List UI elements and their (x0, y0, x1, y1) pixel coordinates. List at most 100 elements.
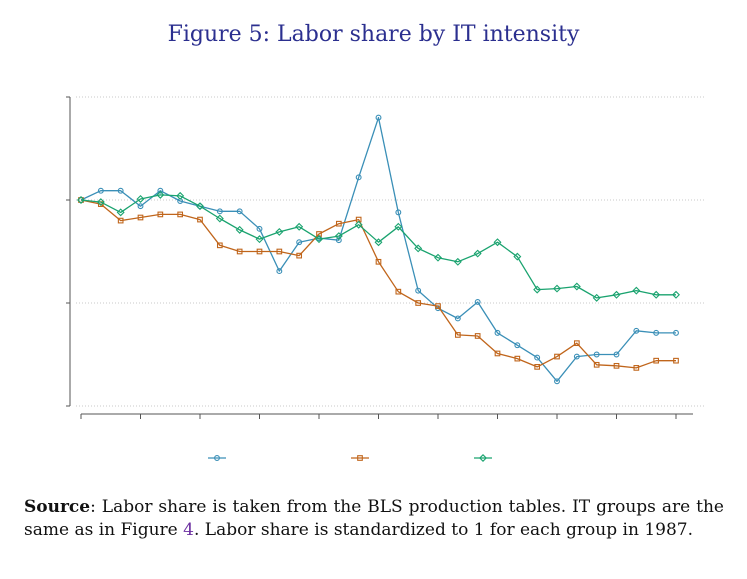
data-point (235, 225, 244, 234)
data-point (632, 286, 641, 295)
data-point (534, 364, 541, 370)
data-point (375, 258, 382, 265)
data-point (454, 315, 461, 322)
figure-reference-link[interactable]: 4 (183, 520, 194, 540)
source-label: Source (24, 497, 91, 517)
data-point (335, 237, 342, 244)
data-point (276, 248, 283, 255)
data-point (157, 211, 164, 218)
data-point (197, 203, 203, 210)
data-point (334, 232, 343, 241)
data-point (117, 217, 124, 224)
data-point (473, 249, 482, 258)
data-point (494, 329, 501, 336)
series-line (80, 116, 676, 382)
data-point (255, 235, 264, 244)
data-point (673, 329, 679, 336)
data-point (77, 196, 85, 204)
series-line (80, 199, 676, 369)
data-point (653, 329, 660, 336)
data-point (116, 208, 125, 217)
data-point (613, 351, 620, 358)
data-point (375, 114, 382, 121)
data-point (415, 287, 422, 294)
series-2 (78, 197, 679, 371)
data-point (215, 214, 224, 223)
source-note: Source: Labor share is taken from the BL… (24, 496, 724, 542)
data-point (395, 288, 402, 295)
data-point (573, 340, 580, 347)
data-point (137, 214, 144, 221)
legend (208, 454, 492, 462)
data-point (137, 203, 144, 210)
data-point (554, 353, 560, 360)
data-point (156, 190, 165, 199)
data-point (453, 257, 462, 266)
data-point (534, 354, 541, 361)
data-point (593, 361, 600, 368)
data-point (612, 290, 621, 299)
data-point (494, 350, 501, 357)
data-point (573, 353, 580, 360)
data-point (394, 222, 403, 231)
data-point (315, 235, 323, 244)
data-point (96, 198, 105, 207)
legend-item-3 (474, 454, 492, 462)
data-point (374, 238, 383, 247)
data-point (653, 357, 660, 364)
data-point (136, 194, 145, 203)
data-point (493, 238, 502, 247)
data-point (216, 242, 223, 249)
data-point (454, 332, 461, 338)
source-text-after: . Labor share is standardized to 1 for e… (193, 520, 693, 540)
data-point (214, 455, 220, 461)
data-point (553, 284, 561, 293)
data-point (415, 300, 422, 306)
data-point (572, 282, 581, 291)
series-1 (78, 114, 679, 385)
data-point (357, 455, 363, 461)
data-point (256, 225, 263, 232)
data-point (177, 211, 184, 218)
data-point (236, 248, 243, 255)
data-point (652, 290, 661, 299)
data-point (296, 239, 303, 246)
data-point (435, 303, 441, 309)
data-point (633, 365, 640, 371)
axes (66, 96, 693, 419)
data-point (533, 285, 542, 294)
data-point (613, 362, 620, 369)
data-point (479, 454, 487, 462)
data-point (474, 299, 481, 305)
data-point (197, 216, 203, 223)
data-point (236, 208, 243, 215)
data-point (355, 174, 362, 181)
data-point (335, 220, 342, 227)
data-point (554, 378, 560, 385)
data-point (176, 191, 185, 200)
data-point (434, 253, 442, 262)
data-point (275, 227, 284, 236)
data-point (414, 244, 423, 253)
legend-item-2 (351, 455, 369, 461)
data-point (276, 268, 283, 275)
data-point (256, 248, 263, 255)
legend-item-1 (208, 455, 226, 461)
line-chart (66, 96, 705, 462)
data-point (354, 220, 363, 229)
data-point (592, 293, 601, 302)
data-point (296, 252, 303, 259)
data-point (673, 357, 679, 364)
series-line (80, 194, 676, 299)
data-point (633, 327, 640, 334)
gridlines (76, 96, 705, 407)
figure-title: Figure 5: Labor share by IT intensity (167, 22, 580, 47)
data-point (395, 209, 402, 216)
data-point (196, 202, 204, 211)
data-point (593, 351, 600, 358)
data-point (216, 208, 223, 215)
data-point (157, 187, 164, 194)
data-point (117, 187, 124, 194)
source-text-before: : Labor share is taken from the BLS prod… (24, 497, 724, 540)
data-point (97, 187, 104, 194)
